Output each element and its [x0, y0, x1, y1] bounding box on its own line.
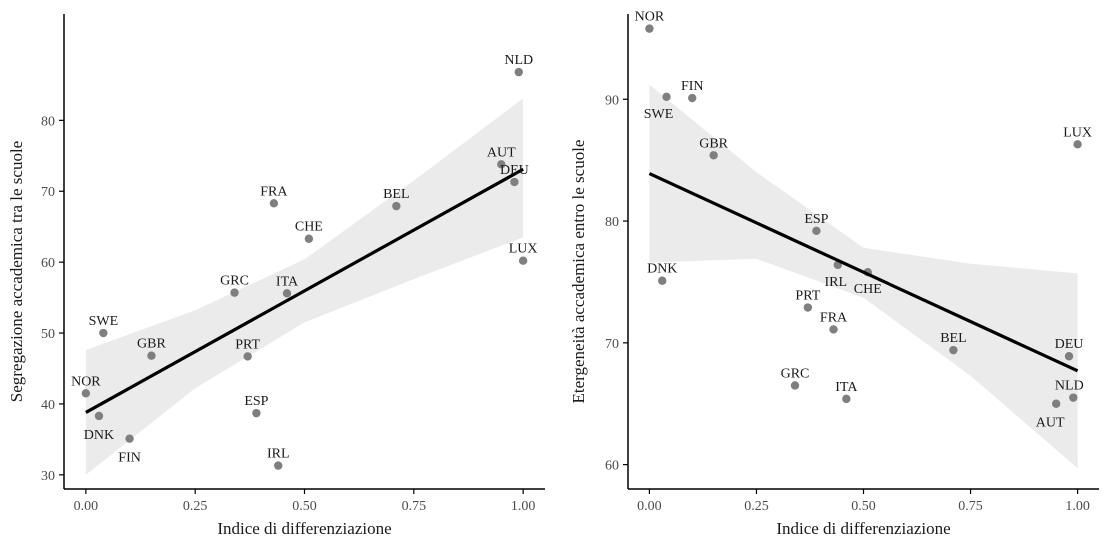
data-point-irl	[274, 461, 283, 470]
y-tick-label: 70	[41, 185, 55, 200]
data-point-grc	[230, 288, 239, 297]
y-tick-label: 30	[41, 469, 55, 484]
data-point-nor	[645, 24, 654, 33]
point-label-nld: NLD	[1055, 379, 1084, 394]
point-label-nor: NOR	[635, 10, 665, 25]
point-label-ita: ITA	[276, 274, 299, 289]
data-point-lux	[1073, 140, 1082, 149]
chart-panel-1: NLD AUT DEU LUX BEL FRA CHE GRC ITA SWE GBR PRT NOR E…	[7, 14, 545, 538]
point-label-lux: LUX	[509, 242, 538, 257]
y-tick-label: 90	[605, 93, 619, 108]
data-point-esp	[812, 226, 821, 235]
data-point-aut	[1051, 399, 1061, 408]
regression-line	[85, 167, 524, 414]
point-label-esp: ESP	[244, 394, 268, 409]
point-label-dnk: DNK	[84, 428, 114, 443]
point-label-nor: NOR	[71, 374, 101, 389]
x-axis-title: Indice di differenziazione	[776, 519, 950, 538]
y-tick-label: 70	[605, 337, 619, 352]
data-point-deu	[510, 177, 519, 187]
data-point-fra	[829, 325, 838, 334]
x-axis-title: Indice di differenziazione	[217, 519, 391, 538]
x-tick-label: 0.75	[958, 499, 983, 514]
x-tick-label: 0.25	[183, 499, 208, 514]
point-label-fra: FRA	[820, 310, 848, 325]
data-point-fin	[688, 93, 697, 103]
x-tick-label: 0.75	[402, 499, 427, 514]
data-point-nld	[514, 67, 523, 77]
data-point-gbr	[709, 151, 718, 160]
y-tick-label: 50	[41, 327, 55, 342]
point-label-prt: PRT	[795, 289, 820, 304]
x-tick-label: 0.50	[851, 499, 876, 514]
point-label-fin: FIN	[118, 451, 141, 466]
point-label-swe: SWE	[89, 314, 119, 329]
point-label-swe: SWE	[644, 107, 674, 122]
data-point-swe	[662, 92, 671, 102]
data-point-esp	[252, 408, 261, 418]
regression-line	[648, 172, 1079, 373]
point-label-gbr: GBR	[137, 337, 166, 352]
y-tick-label: 80	[41, 114, 55, 129]
y-tick-label: 40	[41, 398, 55, 413]
data-point-ita	[842, 394, 851, 404]
point-label-prt: PRT	[235, 337, 260, 352]
data-point-fra	[269, 199, 279, 208]
x-tick-label: 0.50	[292, 499, 317, 514]
point-label-esp: ESP	[804, 212, 828, 227]
x-tick-label: 1.00	[511, 499, 536, 514]
point-label-aut: AUT	[487, 145, 516, 160]
confidence-band	[85, 98, 524, 475]
data-point-gbr	[147, 351, 156, 360]
y-tick-label: 60	[605, 459, 619, 474]
data-point-che	[304, 234, 314, 243]
point-label-fin: FIN	[681, 79, 704, 94]
data-point-prt	[243, 352, 252, 361]
x-tick-label: 1.00	[1065, 499, 1090, 514]
point-label-nld: NLD	[504, 53, 533, 68]
data-point-nor	[81, 389, 91, 398]
point-label-grc: GRC	[220, 274, 249, 289]
confidence-band	[649, 84, 1078, 469]
point-label-lux: LUX	[1063, 125, 1092, 140]
data-point-grc	[790, 381, 800, 390]
point-label-deu: DEU	[500, 163, 529, 178]
x-tick-label: 0.00	[74, 499, 99, 514]
data-point-ita	[282, 289, 292, 298]
point-label-che: CHE	[295, 220, 323, 235]
data-point-deu	[1064, 352, 1074, 361]
data-point-nld	[1069, 393, 1078, 402]
point-label-ita: ITA	[835, 380, 858, 395]
point-label-irl: IRL	[267, 447, 290, 462]
point-label-gbr: GBR	[699, 136, 728, 151]
point-label-bel: BEL	[383, 187, 409, 202]
point-label-irl: IRL	[825, 275, 848, 290]
y-tick-label: 60	[41, 256, 55, 271]
data-point-bel	[949, 345, 958, 355]
point-label-bel: BEL	[940, 331, 966, 346]
data-point-dnk	[94, 411, 104, 421]
x-tick-label: 0.25	[744, 499, 769, 514]
y-tick-label: 80	[605, 215, 619, 230]
point-label-dnk: DNK	[647, 262, 677, 277]
point-label-deu: DEU	[1055, 337, 1084, 352]
x-tick-label: 0.00	[637, 499, 662, 514]
data-point-dnk	[658, 276, 667, 285]
data-point-lux	[518, 256, 528, 265]
data-point-fin	[125, 434, 134, 443]
point-label-grc: GRC	[781, 366, 810, 381]
point-label-che: CHE	[854, 282, 882, 297]
data-point-bel	[392, 201, 401, 211]
point-label-fra: FRA	[260, 184, 288, 199]
y-axis-title: Etergeneità accademica entro le scuole	[569, 140, 588, 404]
data-point-swe	[99, 328, 108, 338]
y-axis-title: Segregazione accademica tra le scuole	[7, 141, 26, 402]
data-point-aut	[497, 160, 506, 169]
point-label-aut: AUT	[1036, 416, 1065, 431]
data-point-prt	[803, 303, 813, 312]
